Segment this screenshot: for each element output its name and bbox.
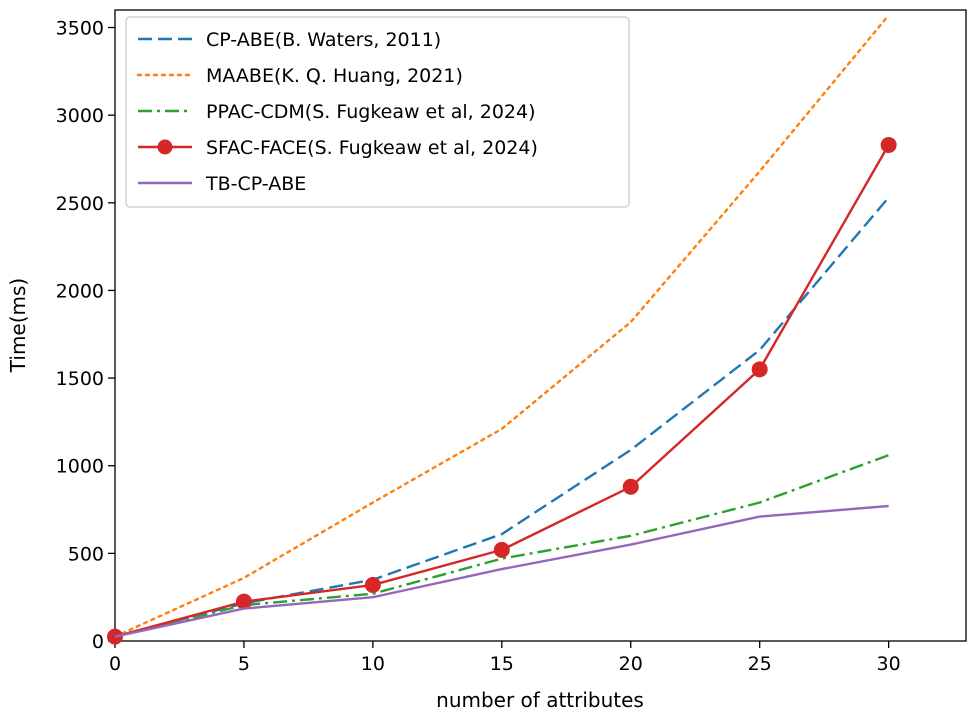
y-tick-label: 1500 [56, 368, 104, 390]
y-tick-label: 3000 [56, 105, 104, 127]
x-tick-label: 25 [748, 653, 772, 675]
x-axis: 0 5 10 15 20 25 30 [109, 641, 901, 675]
x-tick-label: 10 [361, 653, 385, 675]
x-tick-label: 15 [490, 653, 514, 675]
legend: CP-ABE(B. Waters, 2011) MAABE(K. Q. Huang… [125, 16, 630, 208]
series-4-point [364, 576, 381, 593]
legend-label-3: PPAC-CDM(S. Fugkeaw et al, 2024) [206, 101, 536, 123]
series-4-point [493, 541, 510, 558]
series-line-3 [114, 454, 890, 638]
series-line-2 [113, 14, 890, 638]
y-tick-label: 2000 [56, 280, 104, 302]
series-4-point [622, 478, 639, 495]
legend-label-2: MAABE(K. Q. Huang, 2021) [206, 65, 463, 87]
x-tick-label: 30 [877, 653, 901, 675]
legend-box [125, 16, 630, 208]
y-axis: 0 500 1000 1500 2000 2500 3000 3500 [56, 18, 115, 653]
series-4-point [107, 628, 123, 645]
y-tick-label: 2500 [56, 193, 104, 215]
legend-marker-4 [157, 139, 173, 155]
y-tick-label: 500 [68, 543, 104, 565]
x-tick-label: 0 [109, 653, 121, 675]
series-4-point [235, 593, 252, 610]
series-4-point [880, 136, 897, 153]
y-tick-label: 1000 [56, 456, 104, 478]
series-line-5 [114, 504, 889, 638]
legend-label-1: CP-ABE(B. Waters, 2011) [206, 29, 441, 51]
y-tick-label: 3500 [56, 18, 104, 40]
x-tick-label: 5 [238, 653, 250, 675]
y-tick-label: 0 [92, 631, 104, 653]
series-4-point [751, 361, 768, 378]
legend-label-4: SFAC-FACE(S. Fugkeaw et al, 2024) [206, 137, 538, 159]
legend-label-5: TB-CP-ABE [205, 173, 306, 195]
x-axis-title: number of attributes [436, 688, 644, 712]
x-tick-label: 20 [619, 653, 643, 675]
y-axis-title: Time(ms) [6, 278, 30, 373]
series-layer [107, 14, 897, 645]
